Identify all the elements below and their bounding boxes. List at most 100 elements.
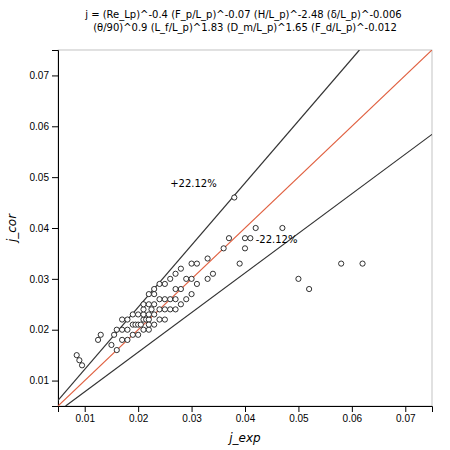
title-line: (θ/90)^0.9 (L_f/L_p)^1.83 (D_m/L_p)^1.65… xyxy=(93,22,397,34)
point xyxy=(307,286,312,291)
tick-label: 0.03 xyxy=(30,274,50,285)
point xyxy=(339,261,344,266)
point xyxy=(162,307,167,312)
tick: 0.02 xyxy=(129,406,149,424)
point xyxy=(141,302,146,307)
point xyxy=(146,292,151,297)
point xyxy=(173,297,178,302)
point xyxy=(141,312,146,317)
point xyxy=(184,297,189,302)
point xyxy=(125,337,130,342)
tick-label: 0.02 xyxy=(30,324,50,335)
tick-label: 0.06 xyxy=(30,121,50,132)
point xyxy=(146,322,151,327)
tick: 0.02 xyxy=(30,324,58,335)
tick-mark xyxy=(192,406,193,412)
point xyxy=(130,312,135,317)
tick-mark xyxy=(52,228,58,229)
point xyxy=(178,286,183,291)
title: j = (Re_Lp)^-0.4 (F_p/L_p)^-0.07 (H/L_p)… xyxy=(84,9,405,34)
tick: 0.04 xyxy=(236,406,256,424)
point xyxy=(237,261,242,266)
tick-label: 0.01 xyxy=(30,375,50,386)
point xyxy=(242,246,247,251)
tick-label: 0.05 xyxy=(289,413,309,424)
point xyxy=(152,286,157,291)
tick-mark xyxy=(52,75,58,76)
reference-line xyxy=(58,50,359,400)
point xyxy=(178,266,183,271)
tick-label: 0.04 xyxy=(236,413,256,424)
point xyxy=(162,297,167,302)
point xyxy=(114,347,119,352)
point xyxy=(173,286,178,291)
tick-mark xyxy=(52,330,58,331)
point xyxy=(120,337,125,342)
point xyxy=(248,236,253,241)
point xyxy=(221,246,226,251)
point xyxy=(120,327,125,332)
y-axis-line xyxy=(52,51,59,407)
point xyxy=(157,297,162,302)
point xyxy=(114,327,119,332)
point xyxy=(168,297,173,302)
tick-mark xyxy=(85,406,86,412)
tick-mark xyxy=(52,126,58,127)
point xyxy=(242,236,247,241)
tick-mark xyxy=(245,406,246,412)
point xyxy=(162,281,167,286)
tick: 0.05 xyxy=(30,172,58,183)
point xyxy=(138,322,143,327)
point xyxy=(120,317,125,322)
point xyxy=(74,353,79,358)
point xyxy=(125,317,130,322)
point xyxy=(360,261,365,266)
tick: 0.06 xyxy=(30,121,58,132)
point xyxy=(125,327,130,332)
point xyxy=(189,261,194,266)
title-line: j = (Re_Lp)^-0.4 (F_p/L_p)^-0.07 (H/L_p)… xyxy=(84,9,405,21)
point xyxy=(280,225,285,230)
tick-mark xyxy=(138,406,139,412)
point xyxy=(146,312,151,317)
point xyxy=(95,337,100,342)
point xyxy=(152,312,157,317)
point xyxy=(226,236,231,241)
point xyxy=(141,327,146,332)
plot-frame xyxy=(58,50,432,406)
point xyxy=(152,302,157,307)
tick: 0.03 xyxy=(30,274,58,285)
point xyxy=(146,317,151,322)
tick-label: 0.01 xyxy=(75,413,95,424)
point xyxy=(194,281,199,286)
tick-mark xyxy=(405,406,406,412)
point xyxy=(109,342,114,347)
x-axis: 0.010.020.030.040.050.060.07 xyxy=(59,406,433,424)
point xyxy=(173,307,178,312)
point xyxy=(296,276,301,281)
point xyxy=(152,292,157,297)
point xyxy=(253,225,258,230)
tick-mark xyxy=(52,381,58,382)
tick: 0.07 xyxy=(396,406,416,424)
point xyxy=(173,271,178,276)
tick-label: 0.04 xyxy=(30,223,50,234)
tick-label: 0.06 xyxy=(343,413,363,424)
reference-line xyxy=(58,50,432,406)
point xyxy=(232,195,237,200)
point xyxy=(157,281,162,286)
y-axis-title: j_cor xyxy=(5,213,19,244)
point xyxy=(210,271,215,276)
tick: 0.05 xyxy=(289,406,309,424)
tick: 0.07 xyxy=(30,70,58,81)
y-axis: 0.01 0.02 0.03 0.04 0.05 0.06 0.07 xyxy=(30,51,59,407)
chart: 0.010.020.030.040.050.060.070.010.020.03… xyxy=(0,0,450,450)
point xyxy=(146,327,151,332)
tick: 0.04 xyxy=(30,223,58,234)
reference-line xyxy=(66,134,432,406)
tick: 0.01 xyxy=(75,406,95,424)
point xyxy=(77,358,82,363)
point xyxy=(136,312,141,317)
tick: 0.01 xyxy=(30,375,58,386)
point xyxy=(130,332,135,337)
